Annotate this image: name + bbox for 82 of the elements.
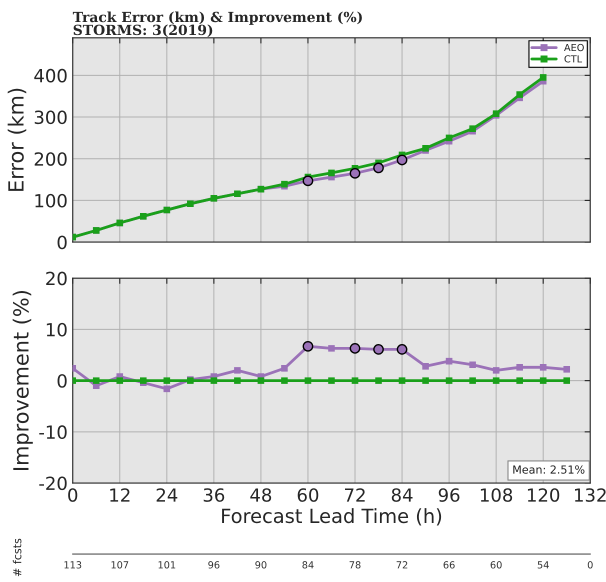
point bbox=[469, 377, 476, 384]
point bbox=[281, 365, 288, 372]
y-tick-label: 200 bbox=[34, 152, 67, 166]
point bbox=[350, 168, 360, 179]
category-label: 60 bbox=[490, 561, 502, 569]
legend-label: CTL bbox=[564, 55, 582, 63]
category-label: 113 bbox=[64, 561, 82, 569]
point bbox=[258, 377, 264, 384]
category-label: 84 bbox=[302, 561, 314, 569]
point bbox=[446, 358, 452, 364]
x-tick-label: 0 bbox=[68, 488, 78, 502]
point bbox=[328, 170, 335, 176]
point bbox=[281, 377, 288, 384]
x-tick-label: 12 bbox=[110, 488, 130, 502]
point bbox=[446, 377, 452, 384]
x-tick-label: 96 bbox=[438, 488, 460, 502]
point bbox=[116, 377, 124, 384]
y-tick-label: 0 bbox=[58, 236, 67, 250]
point bbox=[328, 377, 335, 384]
x-tick-label: 24 bbox=[156, 488, 178, 502]
point bbox=[92, 377, 100, 384]
point bbox=[563, 366, 570, 373]
category-label: 72 bbox=[396, 561, 408, 568]
text: # fcsts bbox=[12, 538, 22, 576]
point bbox=[352, 377, 358, 384]
x-tick-label: 120 bbox=[528, 488, 560, 502]
point bbox=[164, 377, 170, 384]
y-tick-label: -10 bbox=[39, 425, 67, 439]
point bbox=[164, 386, 170, 392]
category-label: 96 bbox=[208, 561, 220, 569]
point bbox=[492, 377, 500, 384]
y-tick-label: 100 bbox=[35, 194, 67, 208]
point bbox=[304, 377, 312, 384]
point bbox=[516, 377, 523, 384]
x-tick-label: 72 bbox=[345, 488, 365, 502]
x-axis-title: Forecast Lead Time (h) bbox=[222, 508, 442, 526]
x-tick-label: 108 bbox=[480, 488, 512, 502]
y-tick-label: 10 bbox=[46, 322, 67, 337]
category-label: 54 bbox=[538, 561, 549, 569]
category-label: 78 bbox=[350, 561, 361, 569]
chart-subtitle: STORMS: 3(2019) bbox=[74, 24, 212, 38]
y-tick-label: 0 bbox=[58, 374, 67, 388]
point bbox=[469, 361, 476, 368]
point bbox=[210, 377, 218, 384]
x-tick-label: 84 bbox=[392, 488, 413, 502]
y-tick-label: -20 bbox=[39, 476, 67, 490]
point bbox=[563, 377, 570, 384]
point bbox=[375, 377, 382, 384]
point bbox=[516, 91, 523, 98]
x-tick-label: 36 bbox=[204, 488, 224, 502]
point bbox=[234, 367, 241, 374]
point bbox=[422, 362, 429, 370]
point bbox=[540, 364, 546, 371]
point bbox=[281, 180, 288, 188]
point bbox=[446, 134, 452, 142]
y-axis-title: Improvement (%) bbox=[12, 291, 33, 470]
x-tick-label: 60 bbox=[298, 488, 318, 502]
point bbox=[398, 377, 406, 384]
point bbox=[540, 74, 546, 81]
point bbox=[540, 377, 546, 384]
point bbox=[234, 377, 241, 384]
point bbox=[328, 345, 335, 352]
point bbox=[492, 367, 500, 374]
category-label: 101 bbox=[158, 561, 176, 569]
category-label: 107 bbox=[112, 561, 128, 569]
category-label: 0 bbox=[588, 561, 593, 569]
x-tick-label: 48 bbox=[250, 488, 272, 502]
point bbox=[422, 377, 429, 384]
legend-label: AEO bbox=[564, 44, 584, 52]
point bbox=[302, 340, 314, 352]
x-tick-label: 132 bbox=[574, 488, 606, 502]
chart-title: Track Error (km) & Improvement (%) bbox=[72, 11, 362, 25]
y-tick-label: 400 bbox=[34, 68, 67, 82]
point bbox=[516, 364, 523, 371]
point bbox=[469, 125, 476, 132]
category-label: 90 bbox=[255, 561, 266, 569]
category-label: 66 bbox=[444, 561, 455, 569]
y-axis-title: Error (km) bbox=[8, 88, 26, 191]
point bbox=[302, 175, 314, 186]
annotation: Mean: 2.51% bbox=[513, 465, 584, 474]
y-tick-label: 20 bbox=[46, 272, 67, 286]
y-tick-label: 300 bbox=[34, 110, 67, 124]
